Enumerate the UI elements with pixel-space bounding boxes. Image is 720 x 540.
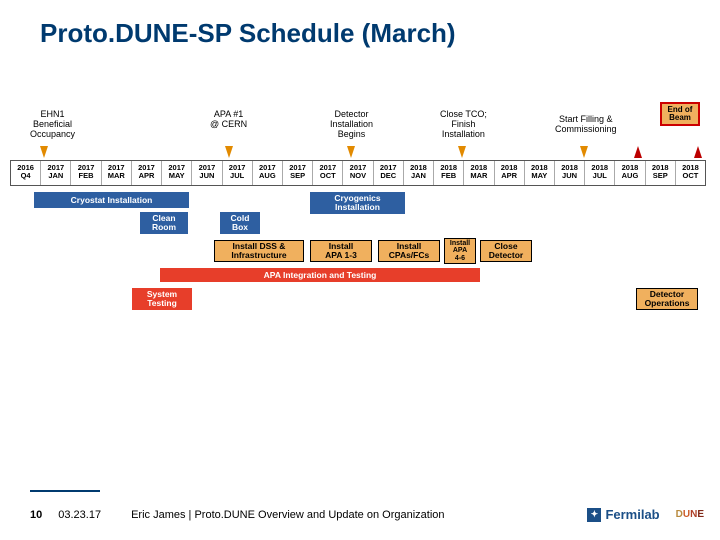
timeline-cell: 2018 MAR [464,161,494,185]
gantt-bar: System Testing [132,288,192,310]
timeline-cell: 2017 MAR [102,161,132,185]
timeline-cell: 2016 Q4 [11,161,41,185]
callout-label: Detector Installation Begins [330,110,373,140]
timeline-cell: 2017 JAN [41,161,71,185]
timeline-cell: 2017 MAY [162,161,192,185]
callout-arrow [347,146,355,158]
callout-label: Close TCO; Finish Installation [440,110,487,140]
timeline-cell: 2017 FEB [71,161,101,185]
gantt-bar: Clean Room [140,212,188,234]
up-arrow [694,146,702,158]
gantt-bar: Cryostat Installation [34,192,189,208]
timeline-cell: 2017 SEP [283,161,313,185]
gantt-chart: EHN1 Beneficial Occupancy APA #1 @ CERN De… [10,100,710,440]
timeline-cell: 2017 APR [132,161,162,185]
timeline-cell: 2017 DEC [374,161,404,185]
footer-caption: Eric James | Proto.DUNE Overview and Upd… [131,509,587,521]
timeline-cell: 2018 FEB [434,161,464,185]
footer-date: 03.23.17 [58,509,101,521]
gantt-bar: Close Detector [480,240,532,262]
timeline-cell: 2018 OCT [676,161,705,185]
gantt-bar: Install APA 1-3 [310,240,372,262]
callout-label: Start Filling & Commissioning [555,115,617,135]
accent-line [30,490,100,492]
timeline-cell: 2018 APR [495,161,525,185]
timeline-cell: 2018 JUN [555,161,585,185]
timeline-cell: 2017 AUG [253,161,283,185]
footer: 10 03.23.17 Eric James | Proto.DUNE Over… [0,507,720,522]
callout-arrow [225,146,233,158]
end-of-beam-box: End of Beam [660,102,700,126]
callout-label: APA #1 @ CERN [210,110,247,130]
callout-arrow [40,146,48,158]
timeline-cell: 2017 NOV [343,161,373,185]
callout-arrow [458,146,466,158]
timeline-cell: 2018 AUG [615,161,645,185]
gantt-bar: Install DSS & Infrastructure [214,240,304,262]
gantt-bar: Install CPAs/FCs [378,240,440,262]
timeline-cell: 2017 JUL [223,161,253,185]
gantt-bar: Cryogenics Installation [310,192,405,214]
callout-arrow [580,146,588,158]
page-number: 10 [30,509,42,521]
up-arrow [634,146,642,158]
page-title: Proto.DUNE-SP Schedule (March) [0,0,720,57]
callout-label: EHN1 Beneficial Occupancy [30,110,75,140]
timeline-cell: 2018 JUL [585,161,615,185]
timeline-cell: 2018 JAN [404,161,434,185]
gantt-bar: Install APA 4-6 [444,238,476,264]
gantt-bar: Cold Box [220,212,260,234]
timeline-row: 2016 Q42017 JAN2017 FEB2017 MAR2017 APR2… [10,160,706,186]
timeline-cell: 2017 JUN [192,161,222,185]
timeline-cell: 2017 OCT [313,161,343,185]
fermilab-logo: ✦ Fermilab [587,507,659,522]
dune-logo: DUNE [676,509,704,520]
timeline-cell: 2018 MAY [525,161,555,185]
gantt-bar: Detector Operations [636,288,698,310]
gantt-bar: APA Integration and Testing [160,268,480,282]
timeline-cell: 2018 SEP [646,161,676,185]
